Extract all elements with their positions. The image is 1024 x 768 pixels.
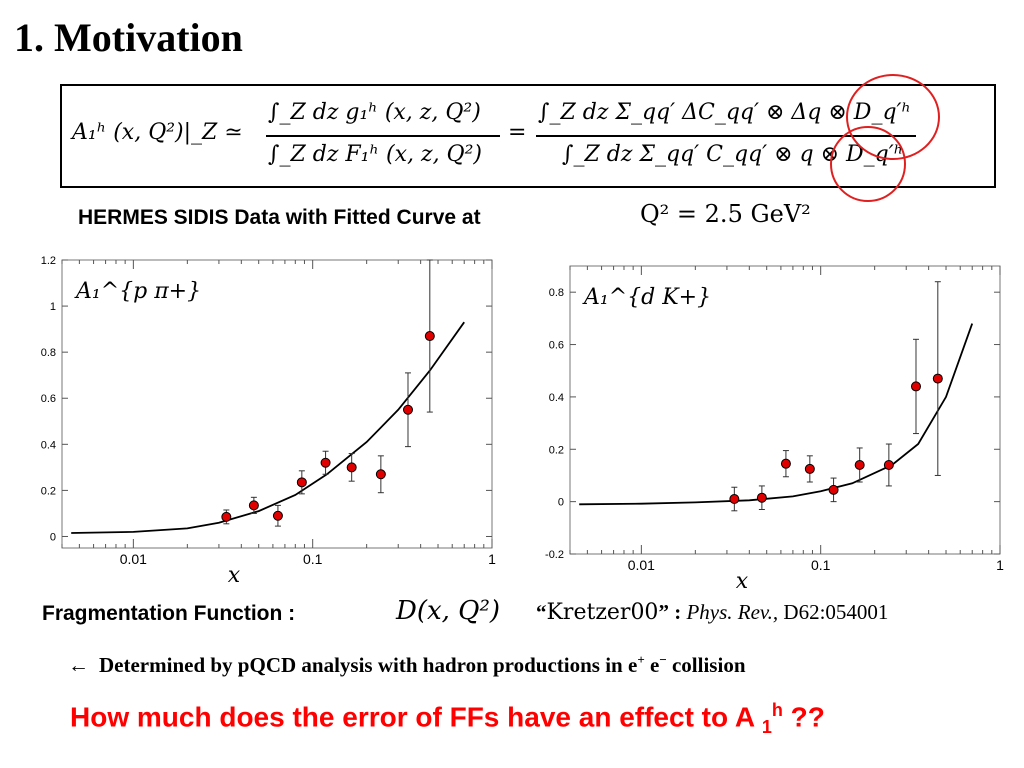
q2-value: Q² = 2.5 GeV² bbox=[640, 200, 811, 228]
x-tick-label: 1 bbox=[996, 557, 1004, 573]
equation-numerator-1: ∫_Z dz g₁ʰ (x, z, Q²) bbox=[268, 100, 481, 125]
determined-sup-plus: + bbox=[637, 652, 645, 667]
plot-frame bbox=[569, 265, 1001, 555]
x-tick-label: 0.1 bbox=[303, 551, 323, 567]
y-tick-label: 1.2 bbox=[41, 255, 56, 267]
chart-subtitle: HERMES SIDIS Data with Fitted Curve at bbox=[78, 206, 481, 229]
determined-sup-minus: − bbox=[659, 652, 667, 667]
left-arrow-icon: ← bbox=[68, 653, 89, 677]
y-tick-label: 0.4 bbox=[549, 392, 564, 404]
y-tick-label: 0.6 bbox=[549, 340, 564, 352]
equation-lhs: A₁ʰ (x, Q²)|_Z ≃ bbox=[72, 120, 243, 145]
data-point bbox=[402, 404, 413, 415]
question-text: How much does the error of FFs have an e… bbox=[70, 700, 825, 738]
data-point bbox=[221, 511, 232, 522]
determined-text: Determined by pQCD analysis with hadron … bbox=[99, 653, 638, 677]
data-point bbox=[296, 477, 307, 488]
y-tick-label: 1 bbox=[50, 301, 56, 313]
slide-title: 1. Motivation bbox=[14, 15, 243, 60]
chart-label: A₁^{d K+} bbox=[582, 285, 711, 310]
data-point bbox=[780, 458, 791, 469]
x-tick-label: 0.01 bbox=[628, 557, 655, 573]
fitted-curve bbox=[71, 321, 465, 534]
y-tick-label: -0.2 bbox=[545, 549, 564, 561]
question-sup: h bbox=[771, 700, 783, 720]
determined-line: ← Determined by pQCD analysis with hadron… bbox=[68, 652, 746, 678]
data-point bbox=[375, 469, 386, 480]
reference: “Kretzer00” : Phys. Rev., D62:054001 bbox=[536, 600, 888, 625]
ref-journal: Phys. Rev., bbox=[686, 600, 779, 624]
x-axis-label: x bbox=[228, 563, 241, 588]
ref-volume: D62:054001 bbox=[783, 600, 889, 624]
data-point bbox=[828, 484, 839, 495]
equation-equals: = bbox=[508, 120, 527, 145]
data-point bbox=[346, 462, 357, 473]
fragmentation-label: Fragmentation Function : bbox=[42, 602, 296, 625]
data-point bbox=[932, 373, 943, 384]
equation-box: A₁ʰ (x, Q²)|_Z ≃ ∫_Z dz g₁ʰ (x, z, Q²) ∫… bbox=[60, 84, 996, 188]
data-point bbox=[910, 381, 921, 392]
y-tick-label: 0.2 bbox=[549, 444, 564, 456]
fragmentation-function: D(x, Q²) bbox=[396, 596, 501, 626]
chart-label: A₁^{p π+} bbox=[74, 279, 201, 304]
equation-denominator-1: ∫_Z dz F₁ʰ (x, z, Q²) bbox=[268, 142, 482, 167]
highlight-circle-bottom bbox=[830, 126, 906, 202]
fitted-curve bbox=[579, 323, 974, 506]
question-main: How much does the error of FFs have an e… bbox=[70, 701, 762, 733]
plot-frame bbox=[61, 259, 493, 549]
determined-mid: e bbox=[644, 653, 660, 677]
chart-a1-p-pi-plus: 0 0.2 0.4 0.6 0.8 1 1.2 0.01 0.1 1 x A₁^{p π+} bbox=[41, 255, 496, 588]
determined-end: collision bbox=[666, 653, 746, 677]
ref-close-quote: ” : bbox=[658, 600, 682, 624]
chart-a1-d-k-plus: -0.2 0 0.2 0.4 0.6 0.8 0.01 0.1 1 x A₁^{d K+} bbox=[545, 265, 1004, 588]
data-point bbox=[756, 492, 767, 503]
y-tick-label: 0.8 bbox=[549, 287, 564, 299]
ref-open-quote: “ bbox=[536, 600, 547, 624]
fraction-line-1 bbox=[266, 135, 500, 137]
y-tick-label: 0.4 bbox=[41, 439, 56, 451]
data-point bbox=[804, 463, 815, 474]
data-point bbox=[854, 459, 865, 470]
x-tick-label: 0.1 bbox=[811, 557, 831, 573]
question-end: ?? bbox=[782, 701, 825, 733]
data-point bbox=[248, 500, 259, 511]
fraction-line-2 bbox=[536, 135, 916, 137]
y-tick-label: 0 bbox=[558, 497, 564, 509]
x-tick-label: 0.01 bbox=[120, 551, 147, 567]
data-point bbox=[729, 494, 740, 505]
data-point bbox=[424, 331, 435, 342]
y-tick-label: 0.8 bbox=[41, 347, 56, 359]
x-tick-label: 1 bbox=[488, 551, 496, 567]
ref-name: Kretzer00 bbox=[546, 600, 659, 625]
y-tick-label: 0.2 bbox=[41, 485, 56, 497]
data-point bbox=[320, 457, 331, 468]
y-tick-label: 0.6 bbox=[41, 393, 56, 405]
question-sub: 1 bbox=[761, 716, 772, 737]
y-tick-label: 0 bbox=[50, 531, 56, 543]
data-point bbox=[272, 510, 283, 521]
data-point bbox=[883, 459, 894, 470]
x-axis-label: x bbox=[736, 569, 749, 588]
